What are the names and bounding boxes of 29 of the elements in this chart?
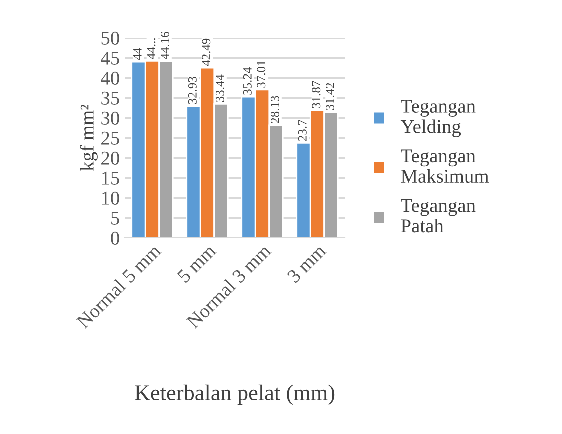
y-tick-label: 0 — [111, 232, 120, 245]
data-label: 28.13 — [270, 96, 280, 124]
y-tick-label: 5 — [112, 212, 120, 225]
y-tick-label: 35 — [102, 92, 120, 105]
data-label: 37.01 — [257, 60, 266, 88]
data-label: 23.7 — [298, 120, 307, 142]
y-tick-label: 15 — [102, 172, 120, 185]
data-label: 35.24 — [243, 68, 252, 95]
y-axis-title: kgf mm² — [80, 105, 98, 172]
x-axis-title: Keterbalan pelat (mm) — [135, 384, 335, 406]
x-tick-label: 3 mm — [286, 244, 327, 284]
data-label: 32.93 — [188, 77, 197, 104]
y-tick-label: 10 — [102, 192, 120, 205]
data-label: 44.16 — [160, 32, 170, 60]
data-label: 33.44 — [216, 74, 224, 102]
y-tick-label: 45 — [101, 52, 120, 65]
legend-label: Tegangan Yelding — [400, 100, 476, 138]
data-label: 31.42 — [326, 83, 334, 110]
data-label: 44... — [147, 38, 156, 60]
data-label: 44 — [134, 48, 142, 60]
legend-label: Tegangan Maksimum — [401, 150, 489, 184]
y-tick-label: 25 — [102, 132, 120, 145]
y-tick-label: 30 — [102, 112, 120, 125]
y-tick-label: 20 — [102, 152, 120, 165]
legend-label: Tegangan Patah — [401, 199, 476, 233]
data-label: 31.87 — [312, 81, 321, 108]
data-label: 42.49 — [202, 38, 211, 66]
y-tick-label: 50 — [102, 32, 120, 45]
y-tick-label: 40 — [101, 72, 120, 85]
